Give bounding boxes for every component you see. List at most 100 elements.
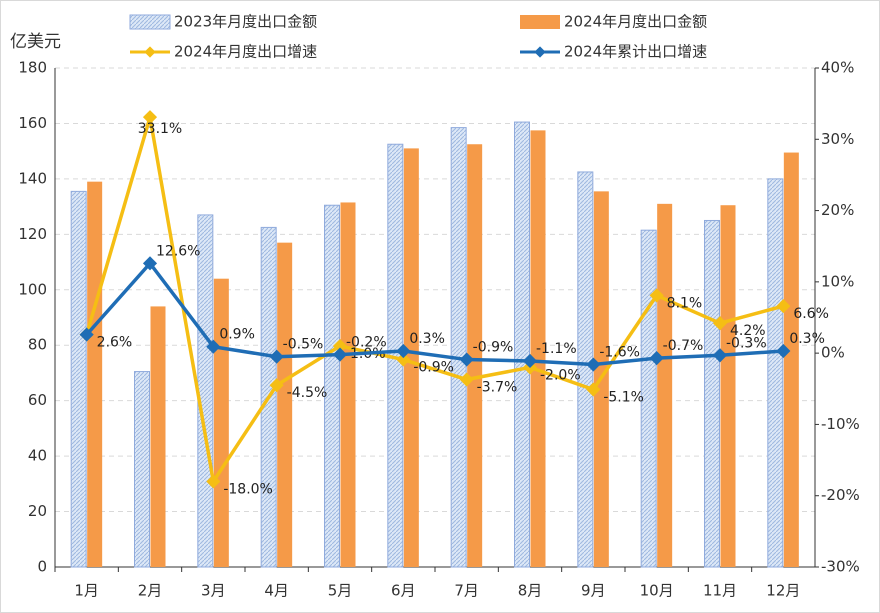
marker (206, 474, 221, 489)
y2-tick-label: -20% (821, 486, 860, 504)
bar (657, 203, 673, 568)
value-label: 2.6% (97, 335, 133, 351)
bar (150, 306, 166, 567)
marker (459, 352, 474, 367)
x-tick-label: 11月 (703, 582, 737, 600)
y-axis-label: 亿美元 (10, 32, 61, 52)
x-tick-label: 4月 (264, 582, 289, 600)
bar (783, 152, 799, 567)
legend-label: 2024年累计出口增速 (564, 43, 707, 61)
value-label: -0.7% (663, 338, 704, 354)
marker (269, 349, 284, 364)
marker (649, 288, 664, 303)
value-label: -1.6% (599, 345, 640, 361)
legend-label: 2024年月度出口增速 (174, 43, 317, 61)
marker (459, 372, 474, 387)
value-label: 33.1% (138, 121, 182, 137)
legend-label: 2024年月度出口金额 (564, 13, 707, 31)
bar (340, 202, 356, 568)
value-label: 8.1% (667, 295, 703, 311)
marker (206, 339, 221, 354)
y2-tick-label: 0% (821, 344, 845, 362)
y2-tick-label: 30% (821, 130, 854, 148)
x-tick-label: 12月 (766, 582, 800, 600)
y-tick-label: 180 (18, 59, 47, 77)
x-tick-label: 9月 (581, 582, 606, 600)
value-label: -0.2% (346, 335, 387, 351)
line (84, 116, 784, 487)
value-label: -0.9% (413, 360, 454, 376)
bar (134, 371, 150, 568)
legend-swatch (129, 14, 171, 30)
marker (522, 353, 538, 369)
y-tick-label: 140 (18, 169, 47, 187)
marker (332, 347, 348, 362)
bar (277, 242, 293, 567)
marker (332, 338, 348, 354)
value-label: 0.3% (409, 331, 445, 347)
marker (712, 348, 728, 363)
marker (586, 382, 601, 397)
value-label: 12.6% (156, 243, 200, 259)
bar (530, 130, 546, 567)
value-label: -1.1% (536, 341, 577, 357)
bar (704, 219, 720, 568)
bar (720, 205, 736, 567)
bar (197, 214, 214, 568)
marker (396, 352, 411, 367)
line (85, 260, 784, 367)
x-tick-label: 5月 (328, 582, 353, 600)
marker (776, 343, 791, 359)
legend-swatch (520, 15, 560, 29)
bar (403, 148, 419, 567)
value-label: 4.2% (730, 323, 766, 339)
y-tick-label: 160 (18, 114, 47, 132)
bar (213, 278, 229, 567)
y-tick-label: 60 (28, 391, 47, 409)
y-tick-label: 20 (28, 502, 47, 520)
bar (70, 190, 87, 568)
legend-marker (534, 46, 546, 58)
legend-label: 2023年月度出口金额 (174, 13, 317, 31)
value-label: 0.9% (219, 327, 255, 343)
y2-tick-label: -30% (821, 558, 860, 576)
value-label: -0.9% (473, 340, 514, 356)
x-tick-label: 7月 (454, 582, 479, 600)
value-label: -2.0% (540, 367, 581, 383)
legend-marker (144, 46, 156, 58)
bar (767, 178, 784, 568)
marker (396, 343, 411, 359)
value-label: 6.6% (793, 306, 829, 322)
marker (142, 256, 158, 271)
marker (586, 357, 601, 372)
bar (87, 181, 103, 567)
value-label: -0.3% (726, 335, 767, 351)
x-tick-label: 1月 (74, 582, 99, 600)
value-label: 0.3% (789, 331, 825, 347)
bar (324, 204, 340, 568)
marker (776, 299, 791, 314)
y-tick-label: 120 (18, 225, 47, 243)
marker (269, 378, 284, 393)
y2-tick-label: 10% (821, 272, 854, 290)
marker (712, 316, 728, 331)
x-tick-label: 8月 (518, 582, 543, 600)
y2-tick-label: -10% (821, 415, 860, 433)
x-tick-label: 2月 (138, 582, 163, 600)
marker (649, 351, 664, 366)
value-label: -3.7% (477, 380, 518, 396)
bar (467, 144, 483, 567)
y-tick-label: 100 (18, 280, 47, 298)
x-tick-label: 3月 (201, 582, 226, 600)
value-label: -0.5% (283, 337, 324, 353)
y-tick-label: 80 (28, 336, 47, 354)
y-tick-label: 40 (28, 447, 47, 465)
x-tick-label: 6月 (391, 582, 416, 600)
value-label: -5.1% (603, 389, 644, 405)
x-tick-label: 10月 (640, 582, 674, 600)
value-label: -18.0% (223, 481, 273, 497)
y-tick-label: 0 (37, 558, 47, 576)
bar (450, 127, 467, 568)
marker (79, 327, 94, 342)
